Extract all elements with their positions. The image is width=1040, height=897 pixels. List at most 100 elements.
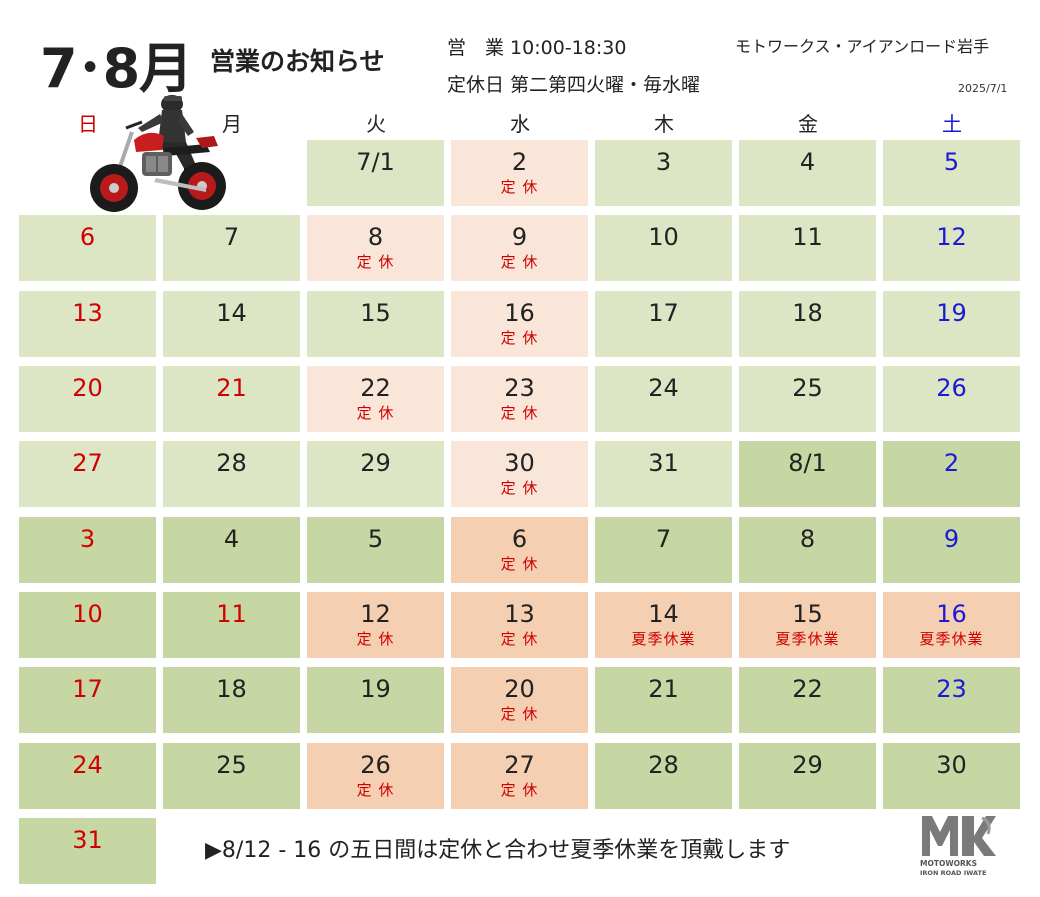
- calendar-day-cell: 22: [739, 667, 876, 733]
- calendar-day-cell: 26: [883, 366, 1020, 432]
- day-number: 4: [799, 148, 816, 176]
- calendar-day-cell: 29: [739, 743, 876, 809]
- day-number: 8: [799, 525, 816, 553]
- day-number: 18: [792, 299, 823, 327]
- day-number: 27: [72, 449, 103, 477]
- day-note: 定 休: [356, 253, 395, 271]
- day-note: 定 休: [356, 630, 395, 648]
- calendar-day-cell: 24: [19, 743, 156, 809]
- regular-holidays: 定休日 第二第四火曜・毎水曜: [447, 74, 701, 96]
- calendar-day-cell: 20 定 休: [451, 667, 588, 733]
- weekday-label: 土: [942, 112, 962, 136]
- calendar-day-cell: 20: [19, 366, 156, 432]
- summer-holiday-note: ▶8/12 - 16 の五日間は定休と合わせ夏季休業を頂戴します: [205, 838, 791, 863]
- calendar-day-cell: 8: [739, 517, 876, 583]
- day-note: 定 休: [500, 781, 539, 799]
- calendar-day-cell: 9: [883, 517, 1020, 583]
- day-number: 19: [936, 299, 967, 327]
- day-number: 2: [943, 449, 960, 477]
- day-number: 6: [79, 223, 96, 251]
- calendar-day-cell: 25: [739, 366, 876, 432]
- calendar-day-cell: 12: [883, 215, 1020, 281]
- calendar-day-cell: 17: [595, 291, 732, 357]
- day-number: 10: [648, 223, 679, 251]
- day-note: 定 休: [500, 630, 539, 648]
- day-number: 27: [504, 751, 535, 779]
- weekday-label: 日: [78, 112, 98, 136]
- day-number: 5: [943, 148, 960, 176]
- day-number: 12: [936, 223, 967, 251]
- calendar-day-cell: 19: [307, 667, 444, 733]
- day-number: 20: [504, 675, 535, 703]
- calendar-day-cell: 22 定 休: [307, 366, 444, 432]
- calendar-day-cell: 23 定 休: [451, 366, 588, 432]
- day-number: 24: [72, 751, 103, 779]
- calendar-day-cell: 25: [163, 743, 300, 809]
- day-number: 3: [655, 148, 672, 176]
- calendar-day-cell: 4: [163, 517, 300, 583]
- calendar-day-cell: 8 定 休: [307, 215, 444, 281]
- day-note: 定 休: [500, 479, 539, 497]
- day-number: 16: [504, 299, 535, 327]
- day-note: 定 休: [356, 781, 395, 799]
- calendar-day-cell: 4: [739, 140, 876, 206]
- day-note: 夏季休業: [775, 630, 840, 648]
- logo-line2: IRON ROAD IWATE: [920, 869, 986, 877]
- calendar-day-cell: 14: [163, 291, 300, 357]
- day-number: 17: [72, 675, 103, 703]
- day-number: 30: [504, 449, 535, 477]
- day-note: 夏季休業: [919, 630, 984, 648]
- day-number: 30: [936, 751, 967, 779]
- calendar-day-cell: 7/1: [307, 140, 444, 206]
- day-note: 夏季休業: [631, 630, 696, 648]
- calendar-day-cell: 5: [883, 140, 1020, 206]
- calendar-day-cell: 10: [595, 215, 732, 281]
- title-months: 7･8月: [40, 37, 193, 100]
- motoworks-logo: MOTOWORKS IRON ROAD IWATE: [918, 812, 998, 878]
- weekday-label: 木: [654, 112, 674, 136]
- day-number: 7: [655, 525, 672, 553]
- motorcycle-image: [86, 92, 228, 218]
- weekday-label: 火: [366, 112, 386, 136]
- day-number: 23: [936, 675, 967, 703]
- day-number: 13: [72, 299, 103, 327]
- day-note: 定 休: [500, 555, 539, 573]
- day-number: 8/1: [788, 449, 827, 477]
- calendar-day-cell: 17: [19, 667, 156, 733]
- calendar-day-cell: 2: [883, 441, 1020, 507]
- day-number: 13: [504, 600, 535, 628]
- day-number: 31: [648, 449, 679, 477]
- weekday-label: 月: [222, 112, 242, 136]
- day-number: 19: [360, 675, 391, 703]
- day-number: 3: [79, 525, 96, 553]
- day-number: 28: [648, 751, 679, 779]
- day-number: 29: [792, 751, 823, 779]
- day-note: 定 休: [500, 329, 539, 347]
- calendar-day-cell: 13: [19, 291, 156, 357]
- calendar-day-cell: 6 定 休: [451, 517, 588, 583]
- day-number: 8: [367, 223, 384, 251]
- calendar-day-cell: 14 夏季休業: [595, 592, 732, 658]
- day-number: 20: [72, 374, 103, 402]
- issue-date: 2025/7/1: [958, 82, 1008, 95]
- logo-line1: MOTOWORKS: [920, 859, 977, 868]
- calendar-day-cell: 18: [739, 291, 876, 357]
- calendar-day-cell: 2 定 休: [451, 140, 588, 206]
- day-number: 14: [216, 299, 247, 327]
- calendar-day-cell: 6: [19, 215, 156, 281]
- day-number: 11: [792, 223, 823, 251]
- day-number: 31: [72, 826, 103, 854]
- calendar-day-cell: 31: [595, 441, 732, 507]
- shop-name: モトワークス・アイアンロード岩手: [735, 37, 990, 56]
- day-number: 26: [936, 374, 967, 402]
- calendar-day-cell: 27 定 休: [451, 743, 588, 809]
- day-number: 28: [216, 449, 247, 477]
- day-note: 定 休: [500, 404, 539, 422]
- calendar-day-cell: 26 定 休: [307, 743, 444, 809]
- weekday-label: 水: [510, 112, 530, 136]
- title-subtitle: 営業のお知らせ: [210, 47, 385, 76]
- calendar-day-cell: 21: [163, 366, 300, 432]
- calendar-day-cell: 15: [307, 291, 444, 357]
- day-number: 21: [216, 374, 247, 402]
- day-number: 23: [504, 374, 535, 402]
